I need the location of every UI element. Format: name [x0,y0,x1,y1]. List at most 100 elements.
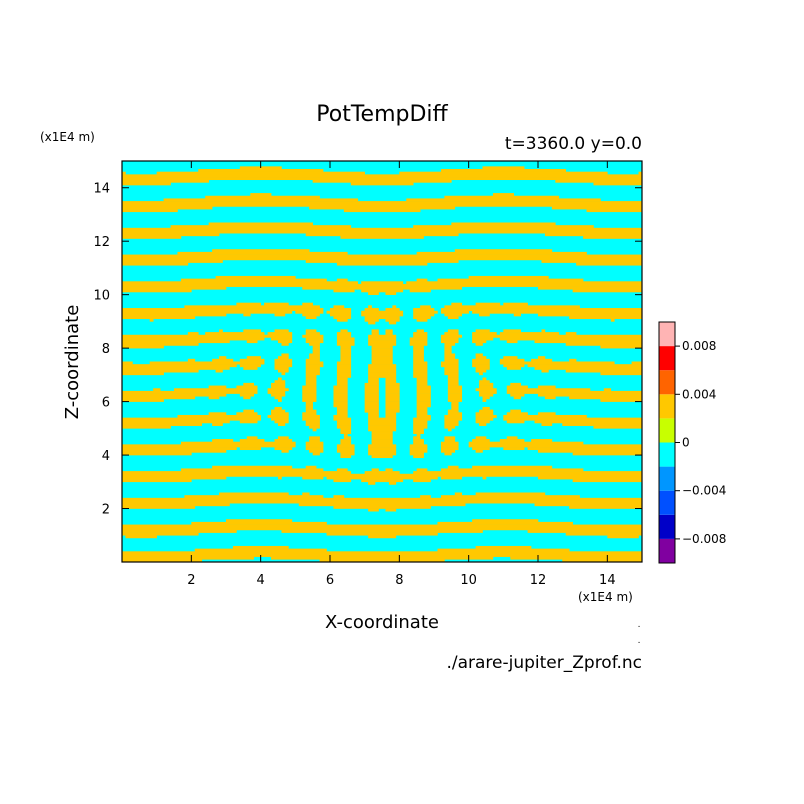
field-band [413,425,428,429]
field-band [302,334,324,338]
field-band [336,340,355,344]
field-band [122,527,642,531]
field-band [371,348,393,352]
field-band [444,332,459,336]
field-band [281,372,286,376]
field-band [187,358,196,362]
field-band [479,409,494,413]
colorbar-swatch [659,418,675,443]
field-band [479,382,494,386]
field-band [444,313,463,317]
field-band [368,374,397,378]
field-band [326,310,352,314]
field-band [336,364,352,368]
x-tick-label: 8 [395,573,403,588]
field-band [385,377,397,381]
field-band [368,366,397,370]
field-band [243,382,255,386]
field-band [413,422,428,426]
field-band [440,310,469,314]
field-band [243,366,258,370]
field-band [482,476,487,480]
field-band [239,393,255,397]
field-band [371,361,393,365]
field-band [475,492,546,496]
field-band [305,382,317,386]
field-band [309,425,320,429]
field-band [413,441,424,445]
field-band [541,369,549,373]
field-band [413,353,424,357]
colorbar-swatch [659,322,675,347]
field-band [444,420,459,424]
field-band [239,447,261,451]
field-band [305,401,313,405]
x-tick-label: 4 [257,573,265,588]
field-band [368,508,379,512]
field-band [472,447,490,451]
field-band [364,471,400,475]
field-band [385,404,400,408]
field-band [541,422,553,426]
field-band [340,235,424,239]
field-band [208,385,227,389]
field-band [506,390,642,394]
field-band [122,342,199,346]
chart-subtitle: t=3360.0 y=0.0 [505,134,642,154]
field-band [278,340,293,344]
field-band [385,385,400,389]
field-band [371,350,393,354]
field-band [295,310,324,314]
field-band [125,535,157,539]
field-band [413,316,431,320]
field-band [302,398,317,402]
field-band [364,318,379,322]
field-band [371,358,393,362]
field-band [122,203,642,207]
field-band [364,406,379,410]
field-band [271,412,289,416]
field-band [413,431,424,434]
field-band [416,251,587,255]
field-band [305,377,317,381]
field-band [437,548,570,552]
field-band [531,439,553,442]
field-band [298,503,466,507]
field-band [271,337,293,341]
field-band [243,409,255,413]
field-band [333,388,348,392]
field-band [416,406,428,410]
field-band [562,422,642,426]
field-band [385,508,397,512]
chart-title: PotTempDiff [316,102,448,127]
field-band [336,332,352,336]
field-band [475,342,483,346]
field-band [475,356,487,360]
field-band [413,439,424,442]
field-band [527,529,642,533]
field-band [340,439,352,442]
field-band [302,385,317,389]
field-band [305,406,313,410]
field-band [122,201,642,205]
field-band [219,329,223,333]
field-band [565,369,642,373]
field-band [499,358,525,362]
field-band [122,179,209,183]
field-band [122,177,642,181]
field-band [541,329,546,333]
field-band [305,444,324,448]
x-axis-label: X-coordinate [325,612,439,633]
field-band [122,366,230,370]
field-band [447,377,459,381]
field-band [440,169,567,172]
field-band [368,535,397,539]
x-tick-label: 2 [187,573,195,588]
field-band [444,414,463,418]
field-band [122,171,126,175]
field-band [413,366,428,370]
field-band [122,476,227,480]
field-band [444,345,452,349]
field-band [444,417,463,421]
field-band [413,356,424,360]
